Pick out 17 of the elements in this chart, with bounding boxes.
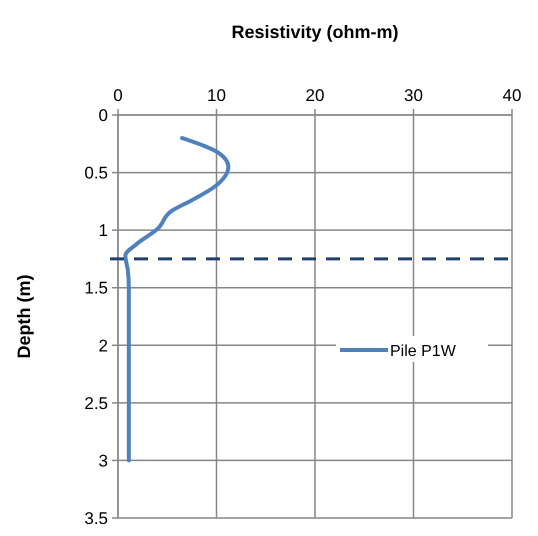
x-tick-label: 30 bbox=[404, 86, 423, 105]
x-tick-label: 20 bbox=[306, 86, 324, 105]
y-tick-label: 1.5 bbox=[84, 278, 108, 298]
y-tick-label: 3 bbox=[98, 451, 108, 470]
y-tick-label: 2.5 bbox=[84, 394, 108, 413]
line-series bbox=[123, 136, 230, 462]
x-tick-label: 10 bbox=[207, 86, 226, 105]
x-tick-label: 0 bbox=[113, 86, 123, 105]
x-tick-label: 40 bbox=[502, 86, 522, 105]
y-tick-label: 0.5 bbox=[84, 164, 108, 183]
y-axis-title: Depth (m) bbox=[14, 274, 34, 358]
y-tick-label: 3.5 bbox=[84, 509, 108, 528]
x-axis-title: Resistivity (ohm-m) bbox=[231, 22, 399, 42]
legend-label: Pile P1W bbox=[390, 343, 457, 360]
y-tick-label: 0 bbox=[98, 106, 108, 125]
y-tick-label: 1 bbox=[98, 221, 108, 240]
y-tick-label: 2 bbox=[98, 336, 108, 356]
